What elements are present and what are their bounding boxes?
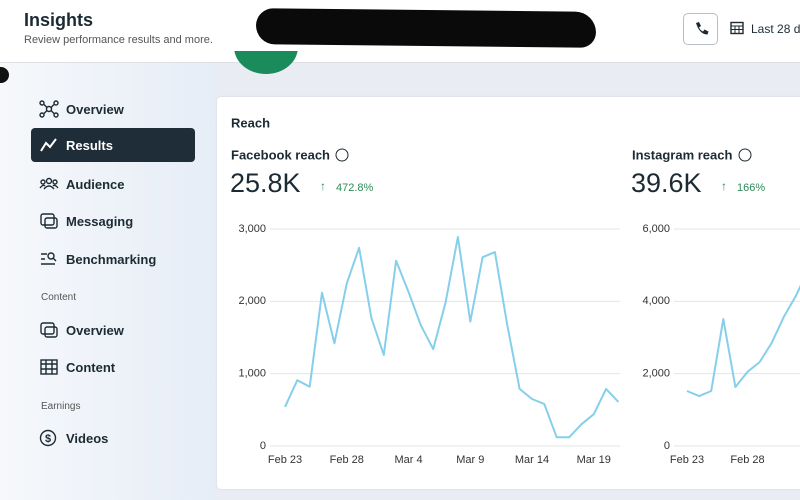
- sidebar: Overview Results Audience Messaging Benc…: [0, 63, 215, 500]
- redaction: [255, 8, 597, 48]
- metric-change: 166%: [737, 182, 765, 194]
- nav-label: Messaging: [66, 214, 134, 229]
- icon: [39, 100, 59, 118]
- nav-label: Videos: [66, 431, 109, 446]
- nav-item[interactable]: Content: [31, 350, 195, 384]
- x-tick-label: Mar 14: [515, 454, 549, 466]
- chart-title: Instagram reach: [632, 147, 732, 162]
- icon: [40, 213, 58, 229]
- line: [686, 284, 800, 398]
- icon: [41, 252, 57, 265]
- info-icon: [738, 148, 752, 162]
- page-title: Insights: [24, 10, 94, 30]
- x-tick-label: Feb 28: [330, 454, 364, 466]
- metric-change: 472.8%: [336, 182, 374, 194]
- nav-label: Benchmarking: [66, 252, 157, 267]
- nav-item[interactable]: Benchmarking: [31, 242, 195, 276]
- avatar: [234, 51, 298, 74]
- icon: $: [39, 429, 57, 447]
- nav-label: Results: [66, 138, 113, 153]
- nav-label: Audience: [66, 177, 125, 192]
- calendar-icon[interactable]: [730, 21, 744, 35]
- arrow: ↑: [320, 179, 326, 193]
- x-tick-label: Feb 23: [670, 454, 704, 466]
- y-tick-label: 1,000: [238, 368, 266, 380]
- line: [284, 236, 620, 439]
- header: Insights Review performance results and …: [0, 0, 800, 63]
- page-subtitle: Review performance results and more.: [24, 34, 213, 46]
- section-title: Content: [41, 292, 77, 303]
- y-tick-label: 2,000: [642, 368, 670, 380]
- icon: [39, 177, 59, 190]
- x-tick-label: Mar 9: [456, 454, 484, 466]
- nav-item[interactable]: Audience: [31, 167, 195, 201]
- nav-item[interactable]: $ Videos: [31, 421, 195, 455]
- call-button[interactable]: [683, 13, 718, 45]
- info-icon: [335, 148, 349, 162]
- chart-title: Facebook reach: [231, 147, 330, 162]
- nav-item[interactable]: Overview: [31, 313, 195, 347]
- y-tick-label: 6,000: [642, 223, 670, 235]
- section-title: Earnings: [41, 401, 81, 412]
- arrow: ↑: [721, 179, 727, 193]
- metric-total: 25.8K: [230, 168, 301, 198]
- y-tick-label: 0: [260, 440, 266, 452]
- phone-icon: [696, 22, 709, 35]
- y-tick-label: 0: [664, 440, 670, 452]
- nav-label: Content: [66, 360, 116, 375]
- charts: Reach Facebook reach 25.8K ↑ 472.8% 0 1,000 2,…: [230, 115, 800, 466]
- reach-card: Reach Facebook reach 25.8K ↑ 472.8% 0 1,000 2,…: [217, 97, 800, 489]
- x-tick-label: Mar 4: [394, 454, 422, 466]
- card-title: Reach: [231, 115, 270, 130]
- nav-item[interactable]: Results: [31, 128, 195, 162]
- icon: [40, 138, 57, 152]
- handle[interactable]: [0, 67, 9, 83]
- x-tick-label: Mar 19: [577, 454, 611, 466]
- y-tick-label: 3,000: [238, 223, 266, 235]
- icon: [40, 322, 58, 338]
- svg-text:$: $: [45, 433, 51, 445]
- x-tick-label: Feb 23: [268, 454, 302, 466]
- x-tick-label: Feb 28: [730, 454, 764, 466]
- nav-item[interactable]: Messaging: [31, 204, 195, 238]
- nav-label: Overview: [66, 102, 124, 117]
- nav-item[interactable]: Overview: [31, 92, 195, 126]
- y-tick-label: 2,000: [238, 295, 266, 307]
- metric-total: 39.6K: [631, 168, 702, 198]
- y-tick-label: 4,000: [642, 295, 670, 307]
- date-range[interactable]: Last 28 days: [751, 22, 800, 36]
- icon: [40, 359, 58, 375]
- nav-label: Overview: [66, 323, 124, 338]
